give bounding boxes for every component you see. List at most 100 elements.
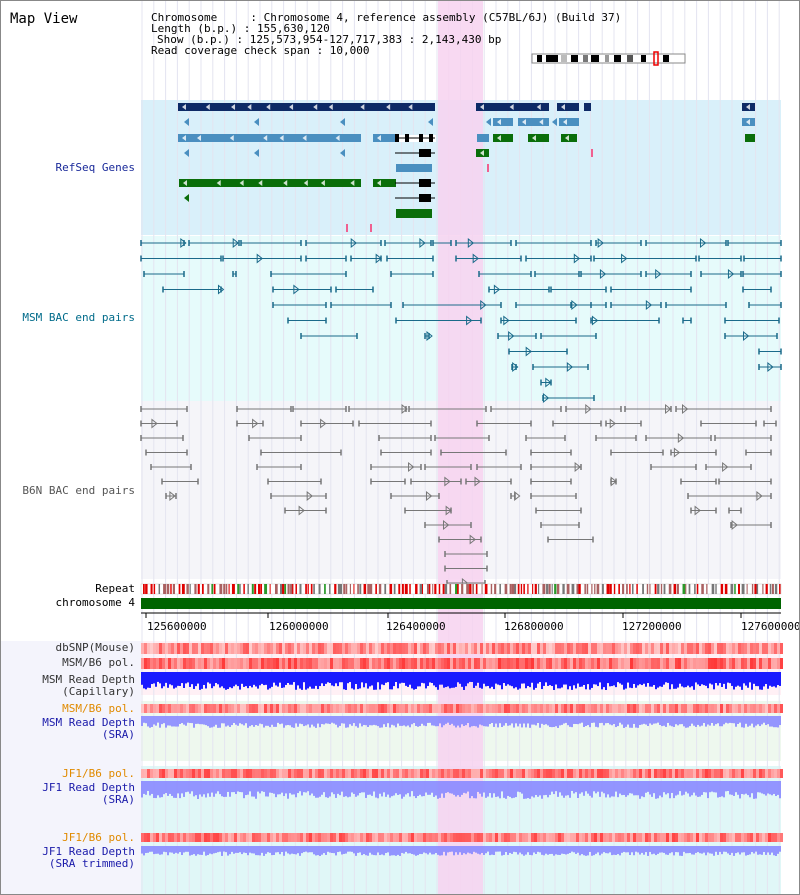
jf1-depth-trimmed-bar (305, 846, 307, 852)
msm-b6-pol-sra-heat-cell (768, 704, 771, 713)
msm-depth-sra-bar (453, 716, 455, 726)
jf1-depth-trimmed-bar (671, 846, 673, 853)
msm-b6-pol-sra-heat-cell (378, 704, 381, 713)
jf1-depth-sra-bar (337, 781, 339, 794)
msm-b6-pol-sra-heat-cell (345, 704, 348, 713)
jf1-b6-pol-trim-heat-cell (669, 833, 672, 842)
msm-b6-pol-heat-cell (780, 658, 783, 669)
jf1-b6-pol-heat-cell (219, 769, 222, 778)
msm-depth-capillary-bar (329, 672, 331, 683)
repeat-mark (542, 584, 546, 594)
repeat-mark (178, 584, 181, 594)
axis-tick-label: 126400000 (386, 620, 446, 633)
jf1-depth-trimmed-bar (733, 846, 735, 856)
repeat-mark (706, 584, 708, 594)
jf1-b6-pol-trim-heat-cell (414, 833, 417, 842)
jf1-depth-sra-bar (719, 781, 721, 797)
jf1-b6-pol-trim-heat-cell (720, 833, 723, 842)
repeat-mark (172, 584, 175, 594)
jf1-depth-sra-bar (541, 781, 543, 799)
msm-b6-pol-heat-cell (645, 658, 648, 669)
msm-depth-sra-bar (215, 716, 217, 725)
jf1-b6-pol-heat-cell (384, 769, 387, 778)
jf1-b6-pol-heat-cell (630, 769, 633, 778)
msm-depth-sra-bar (431, 716, 433, 726)
msm-depth-sra-bar (497, 716, 499, 728)
jf1-b6-pol-heat-cell (147, 769, 150, 778)
jf1-depth-trimmed-bar (359, 846, 361, 853)
msm-depth-sra-bar (309, 716, 311, 728)
jf1-depth-sra-bar (649, 781, 651, 795)
msm-b6-pol-sra-heat-cell (744, 704, 747, 713)
gene-arrow (539, 119, 544, 125)
jf1-b6-pol-heat-cell (711, 769, 714, 778)
msm-b6-pol-heat-cell (315, 658, 318, 669)
msm-depth-capillary-bar (501, 672, 503, 690)
jf1-depth-trimmed-bar (581, 846, 583, 855)
jf1-depth-sra-bar (585, 781, 587, 792)
msm-b6-pol-heat-cell (546, 658, 549, 669)
msm-b6-pol-heat-cell (408, 658, 411, 669)
msm-depth-capillary-bar (753, 672, 755, 684)
msm-b6-pol-heat-cell (318, 658, 321, 669)
dbsnp-heat-cell (546, 643, 549, 654)
jf1-depth-trimmed-bar (245, 846, 247, 853)
repeat-mark (343, 584, 346, 594)
msm-b6-pol-heat-cell (273, 658, 276, 669)
jf1-depth-sra-bar (277, 781, 279, 795)
msm-depth-sra-bar (221, 716, 223, 724)
jf1-depth-trimmed-bar (315, 846, 317, 856)
jf1-b6-pol-trim-heat-cell (756, 833, 759, 842)
jf1-depth-trimmed-bar (627, 846, 629, 853)
jf1-b6-pol-trim-heat-cell (543, 833, 546, 842)
msm-b6-pol-sra-heat-cell (330, 704, 333, 713)
dbsnp-heat-cell (774, 643, 777, 654)
jf1-b6-pol-heat-cell (705, 769, 708, 778)
jf1-depth-trimmed-bar (597, 846, 599, 853)
jf1-b6-pol-trim-heat-cell (228, 833, 231, 842)
msm-depth-sra-bar (375, 716, 377, 726)
msm-depth-capillary-bar (357, 672, 359, 690)
jf1-depth-sra-bar (619, 781, 621, 794)
refseq-track-label: RefSeq Genes (55, 161, 135, 174)
jf1-depth-sra-bar (303, 781, 305, 793)
jf1-depth-sra-bar (469, 781, 471, 799)
msm-b6-pol-sra-heat-cell (438, 704, 441, 713)
jf1-depth-sra-bar (463, 781, 465, 793)
jf1-b6-pol-trim-heat-cell (759, 833, 762, 842)
msm-b6-pol-sra-heat-cell (174, 704, 177, 713)
msm-depth-capillary-bar (163, 672, 165, 687)
dbsnp-heat-cell (267, 643, 270, 654)
msm-depth-sra-bar (475, 716, 477, 727)
bac-arrow-icon (508, 330, 515, 342)
dbsnp-heat-cell (147, 643, 150, 654)
msm-depth-sra-bar (279, 716, 281, 725)
msm-b6-pol-heat-cell (300, 658, 303, 669)
jf1-depth-trimmed-bar (319, 846, 321, 856)
msm-b6-pol-sra-heat-cell (642, 704, 645, 713)
msm-b6-pol-heat-cell (747, 658, 750, 669)
jf1-depth-sra-bar (677, 781, 679, 795)
msm-b6-pol-heat-cell (180, 658, 183, 669)
jf1-depth-trimmed-bar (657, 846, 659, 854)
msm-depth-capillary-bar (359, 672, 361, 689)
msm-depth-capillary-bar (755, 672, 757, 687)
msm-depth-capillary-bar (495, 672, 497, 684)
msm-depth-sra-bar (257, 716, 259, 726)
jf1-depth-sra-bar (633, 781, 635, 796)
msm-b6-pol-heat-cell (378, 658, 381, 669)
jf1-b6-pol-trim-heat-cell (609, 833, 612, 842)
gene-feature (518, 118, 549, 126)
msm-depth-capillary-bar (665, 672, 667, 683)
gene-arrow (205, 104, 210, 110)
msm-b6-pol-sra-heat-cell (300, 704, 303, 713)
bac-arrow-icon (514, 490, 521, 502)
msm-b6-pol-sra-heat-cell (666, 704, 669, 713)
jf1-depth-sra-bar (593, 781, 595, 792)
msm-b6-pol-heat-cell (381, 658, 384, 669)
jf1-depth-sra-bar (693, 781, 695, 793)
gene-feature (178, 134, 361, 142)
jf1-depth-sra-bar (573, 781, 575, 794)
msm-b6-pol-heat-cell (258, 658, 261, 669)
